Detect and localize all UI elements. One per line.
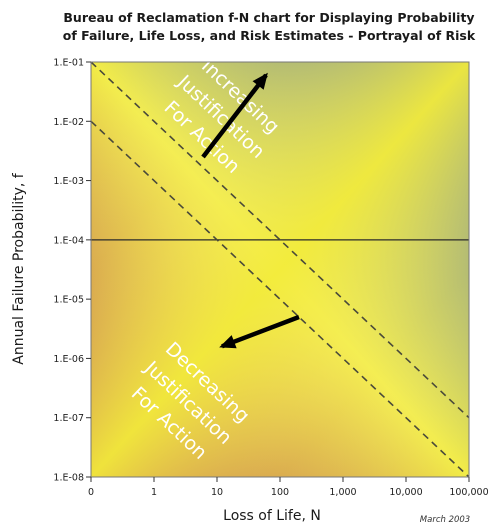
date-note: March 2003 [420,515,470,525]
x-tick-label: 0 [88,487,94,498]
increasing-arrow-icon [201,72,268,159]
y-tick-label: 1.E-03 [53,176,84,187]
x-tick-label: 1,000 [329,487,356,498]
x-tick-label: 10,000 [389,487,422,498]
x-tick-label: 100,000 [449,487,488,498]
y-tick-label: 1.E-05 [53,295,84,306]
x-axis-ticks: 0 1 10 100 1,000 10,000 100,000 [88,477,489,498]
risk-gradient-highlight [91,62,469,477]
y-tick-label: 1.E-02 [53,117,84,128]
y-tick-label: 1.E-04 [53,235,84,246]
reference-lines [91,62,469,477]
dashed-guideline-1 [91,62,469,419]
x-tick-label: 10 [211,487,223,498]
y-tick-label: 1.E-08 [53,473,84,484]
chart-title-line-1: Bureau of Reclamation f-N chart for Disp… [63,10,474,25]
y-axis-label: Annual Failure Probability, f [11,172,27,365]
y-axis-ticks: 1.E-01 1.E-02 1.E-03 1.E-04 1.E-05 1.E-06 1.E-… [53,58,91,484]
x-tick-label: 1 [151,487,157,498]
dashed-guideline-2 [91,120,469,477]
x-tick-label: 100 [271,487,289,498]
y-tick-label: 1.E-01 [53,58,84,69]
y-tick-label: 1.E-07 [53,413,84,424]
y-tick-label: 1.E-06 [53,354,84,365]
x-axis-label: Loss of Life, N [223,508,321,524]
decreasing-arrow-icon [219,314,300,349]
chart-title-line-2: of Failure, Life Loss, and Risk Estimate… [63,28,476,43]
